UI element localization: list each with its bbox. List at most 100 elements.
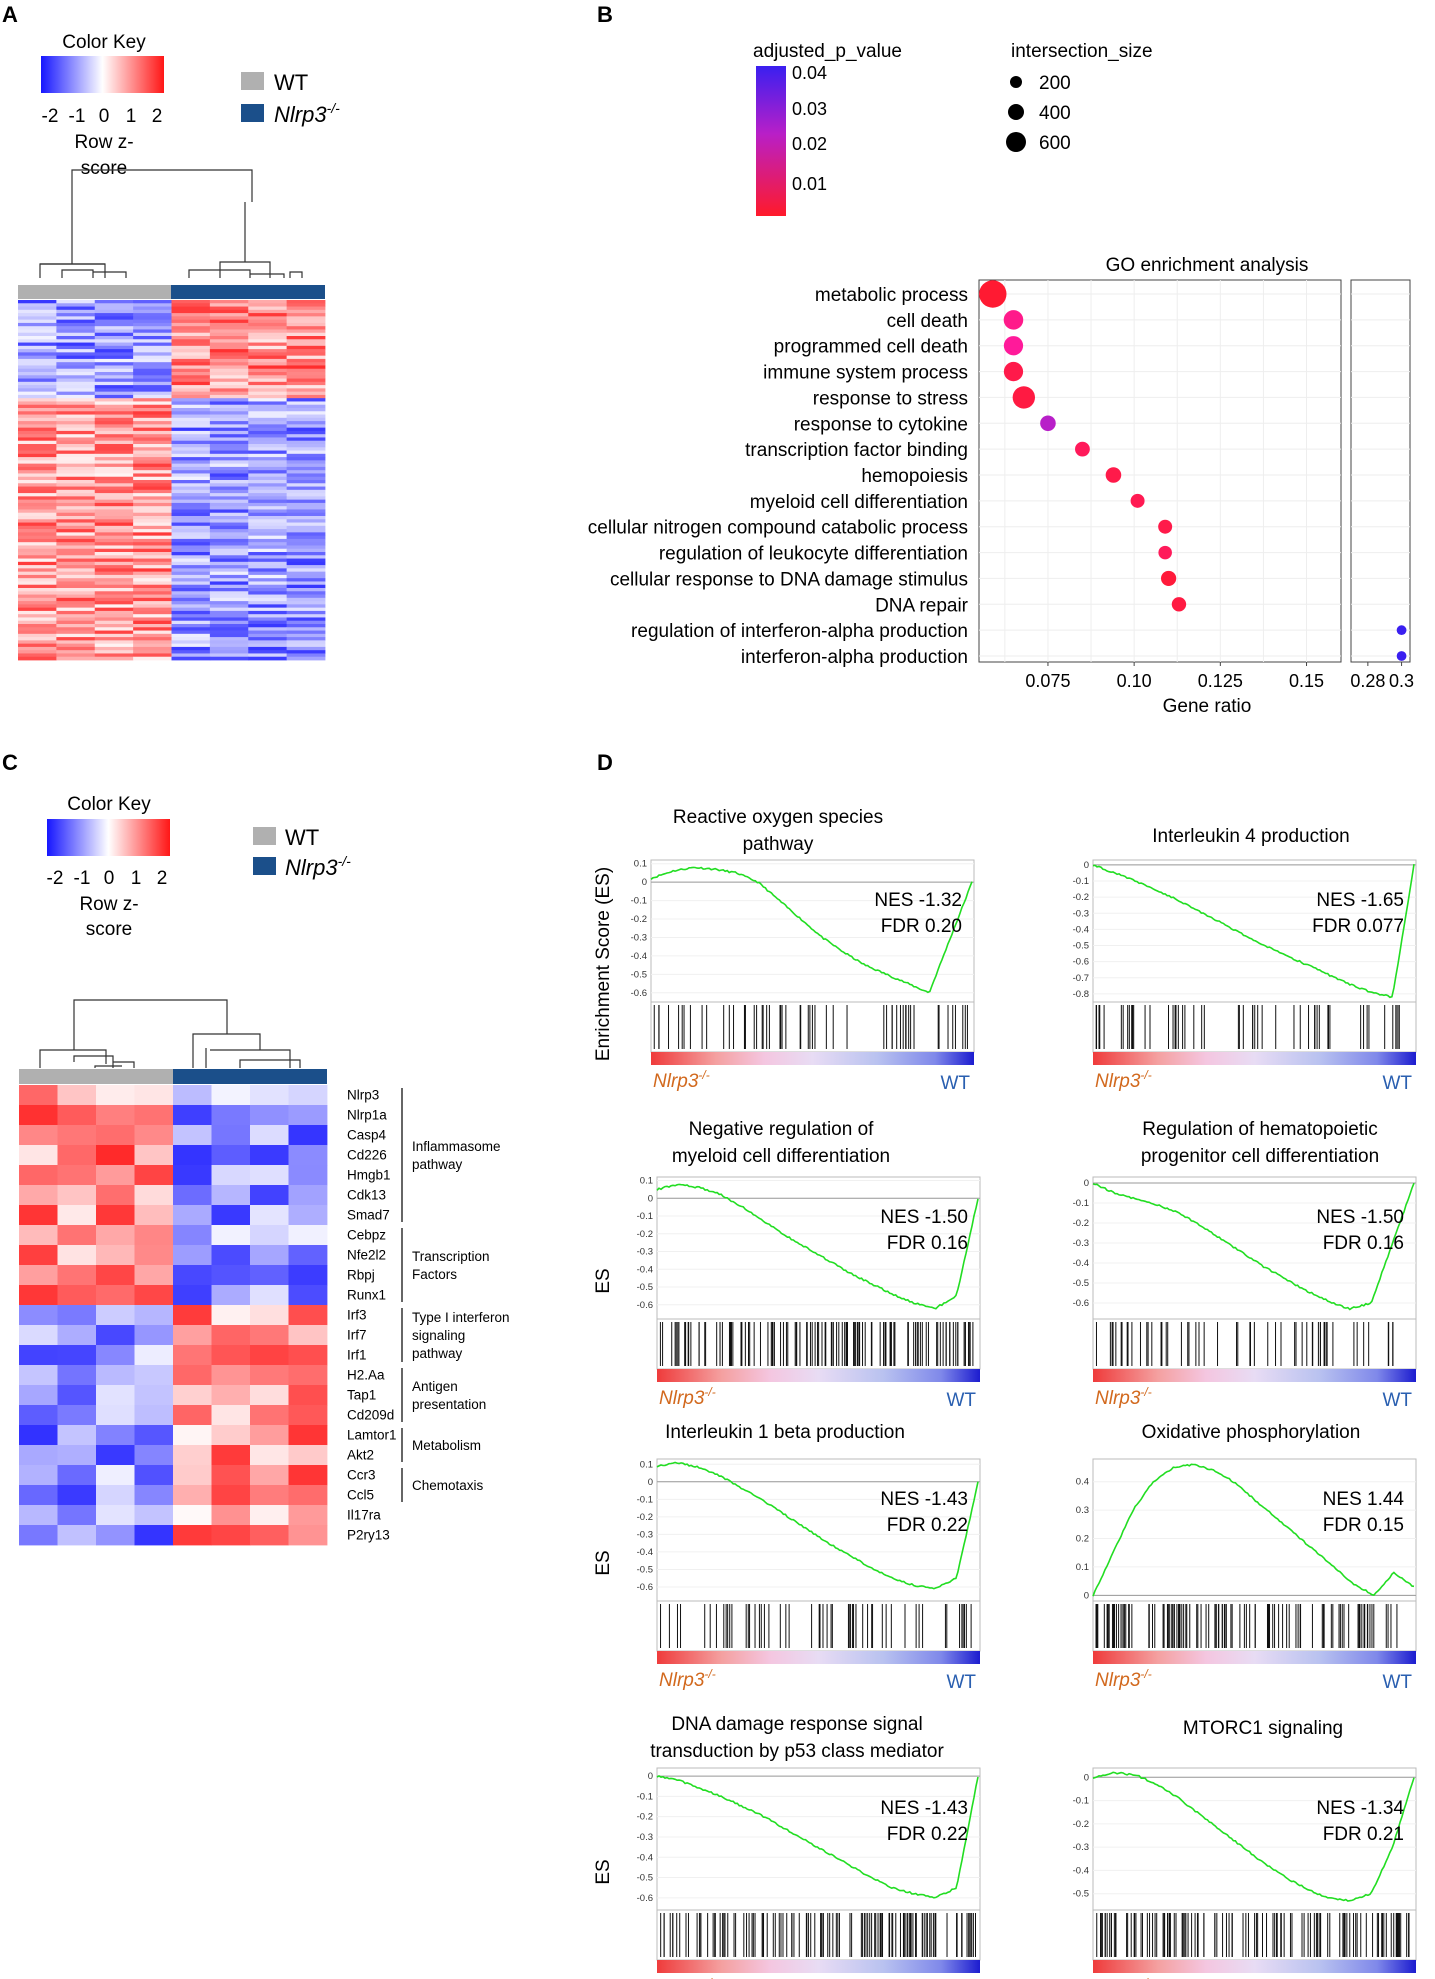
heatmap-cell [56,489,96,494]
heatmap-cell [248,417,288,422]
heatmap-cell [250,1105,289,1126]
heatmap-cell [248,522,288,527]
heatmap-cell [133,476,172,481]
heatmap-cell [286,522,326,527]
heatmap-cell [209,447,249,451]
heatmap-cell [173,1445,212,1466]
heatmap-cell [209,607,249,612]
heatmap-cell [18,434,57,438]
heatmap-cell [56,538,96,543]
heatmap-cell [286,480,326,484]
heatmap-cell [171,545,211,550]
go-enrichment-chart: GO enrichment analysis metabolic process c… [588,255,1414,717]
heatmap-cell [248,306,288,311]
heatmap-cell [56,450,96,455]
heatmap-cell [134,1145,174,1166]
heatmap-cell [286,372,326,376]
heatmap-cell [18,352,57,357]
heatmap-cell [209,493,249,497]
heatmap-cell [18,463,57,468]
heatmap-cell [94,529,134,533]
heatmap-cell [248,558,288,563]
group-label: presentation [412,1397,486,1412]
group-label: pathway [412,1346,463,1361]
heatmap-cell [56,502,96,507]
nes-label: NES 1.44 [1323,1489,1405,1510]
heatmap-cell [133,516,172,520]
data-point [1158,519,1173,534]
heatmap-cell [133,545,172,550]
fdr-label: FDR 0.077 [1312,916,1404,937]
heatmap-cell [94,525,134,530]
heatmap-cell [209,453,249,458]
heatmap-cell [209,300,249,304]
color-key-title: Color Key [67,794,151,815]
heatmap-cell [286,352,326,357]
color-key-ticks: -2 -1 0 1 2 [47,868,168,889]
y-tick-label: -0.4 [1073,924,1089,935]
heatmap-cell [94,650,134,654]
heatmap-cell [211,1305,251,1326]
heatmap-cell [94,316,134,321]
heatmap-cell [209,512,249,517]
heatmap-cell [96,1125,135,1146]
heatmap-cell [133,345,172,350]
heatmap-cell [286,326,326,330]
group-label: Metabolism [412,1438,481,1453]
heatmap-cell [171,519,211,523]
heatmap-cell [211,1505,251,1526]
heatmap-cell [18,342,57,347]
heatmap-cell [209,466,249,471]
group-label: pathway [412,1157,463,1172]
heatmap-cell [134,1125,174,1146]
heatmap-cell [248,581,288,586]
heatmap-cell [248,309,288,314]
y-tick-label: -0.6 [1073,1298,1089,1309]
y-tick-label: -0.5 [637,1564,653,1575]
heatmap-cell [250,1285,289,1306]
heatmap-cell [94,345,134,350]
heatmap-cell [134,1225,174,1246]
heatmap-cell [133,565,172,569]
pvalue-tick: 0.03 [792,99,827,119]
heatmap-cell [286,476,326,481]
heatmap-cell [286,601,326,605]
heatmap-cell [56,578,96,582]
heatmap-cell [286,473,326,478]
heatmap-cell [133,313,172,317]
gsea-title: transduction by p53 class mediator [650,1741,944,1762]
y-tick-label: -0.3 [637,1529,653,1540]
ko-label-sup: -/- [1140,1385,1151,1399]
es-plot-area [656,1458,981,1602]
heatmap-cell [209,620,249,625]
heatmap-cell [18,656,57,661]
heatmap-cell [171,633,211,638]
heatmap-cell [209,643,249,648]
heatmap-cell [18,378,57,383]
heatmap-cell [171,624,211,628]
y-tick-label: -0.6 [1073,957,1089,968]
heatmap-cell [209,313,249,317]
heatmap-cell [133,597,172,602]
heatmap-cell [171,424,211,429]
group-bar-ko [173,1069,327,1084]
es-curve [1092,1463,1415,1597]
heatmap-cell [96,1525,135,1546]
heatmap-cell [18,516,57,520]
heatmap-cell [94,604,134,609]
gene-label: Cebpz [347,1227,386,1242]
heatmap-cell [18,388,57,393]
heatmap-cell [56,368,96,373]
heatmap-cell [286,404,326,409]
heatmap-cell [18,411,57,415]
heatmap-cell [56,398,96,402]
heatmap-cell [56,319,96,324]
nes-label: NES -1.43 [880,1798,968,1819]
heatmap-cell [209,535,249,540]
heatmap-cell [286,339,326,343]
heatmap-cell [286,506,326,510]
heatmap-cell [286,607,326,612]
heatmap-cell [133,620,172,625]
heatmap-cell [171,473,211,478]
heatmap-cell [171,466,211,471]
